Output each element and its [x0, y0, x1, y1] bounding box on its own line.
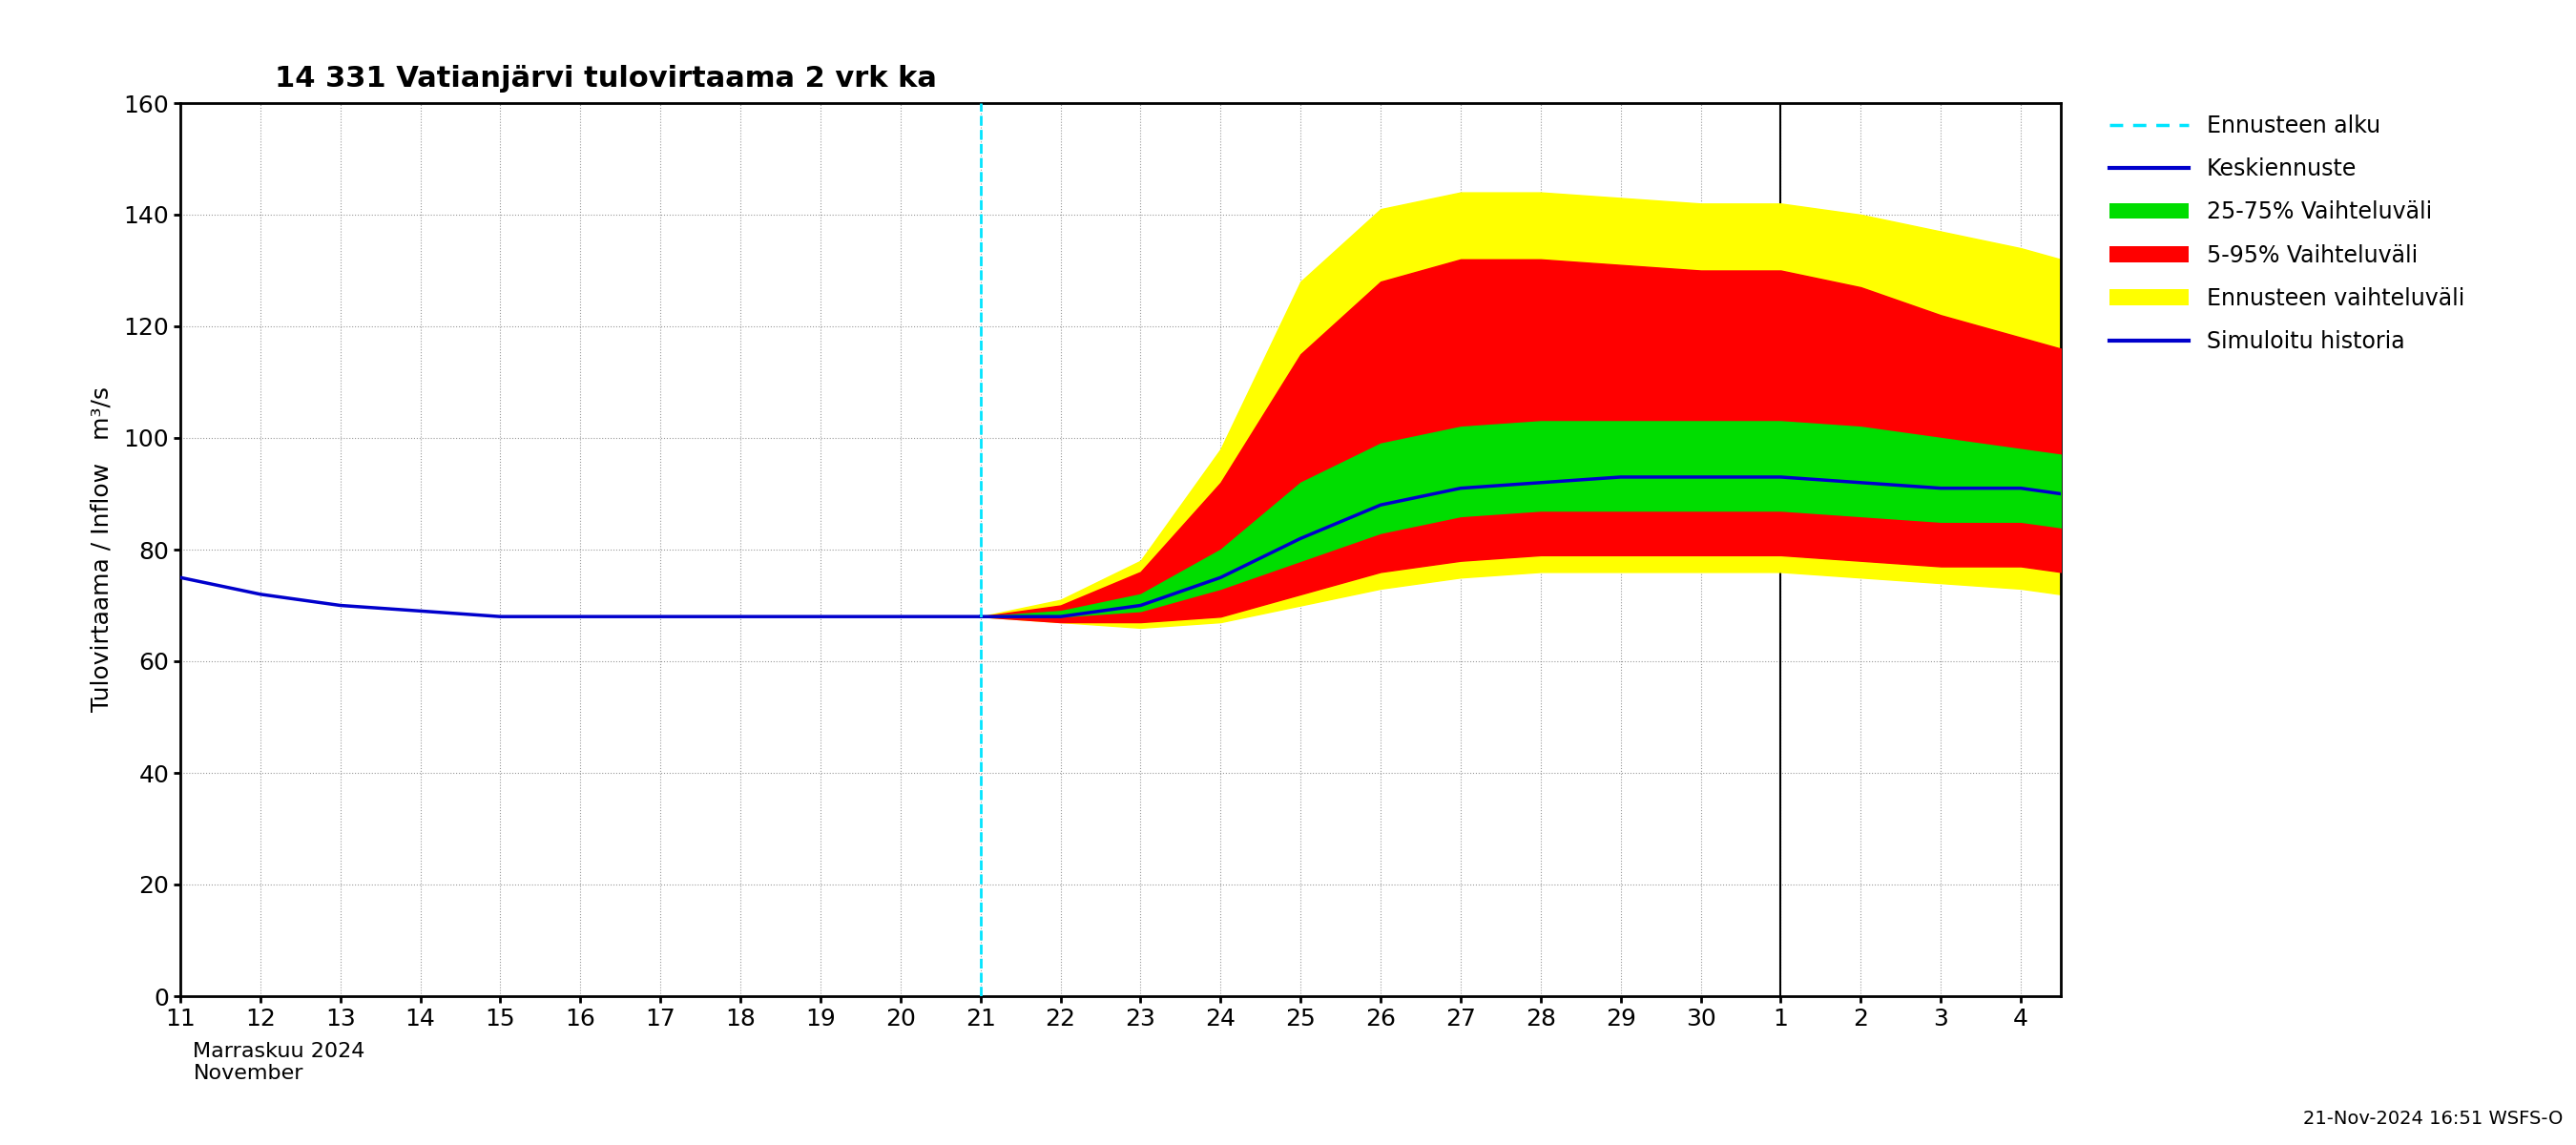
Legend: Ennusteen alku, Keskiennuste, 25-75% Vaihteluväli, 5-95% Vaihteluväli, Ennusteen: Ennusteen alku, Keskiennuste, 25-75% Vai… — [2110, 114, 2465, 353]
Text: 14 331 Vatianjärvi tulovirtaama 2 vrk ka: 14 331 Vatianjärvi tulovirtaama 2 vrk ka — [276, 65, 935, 93]
Text: 21-Nov-2024 16:51 WSFS-O: 21-Nov-2024 16:51 WSFS-O — [2303, 1110, 2563, 1128]
Text: Marraskuu 2024
November: Marraskuu 2024 November — [193, 1042, 366, 1083]
Y-axis label: Tulovirtaama / Inflow   m³/s: Tulovirtaama / Inflow m³/s — [90, 387, 113, 712]
